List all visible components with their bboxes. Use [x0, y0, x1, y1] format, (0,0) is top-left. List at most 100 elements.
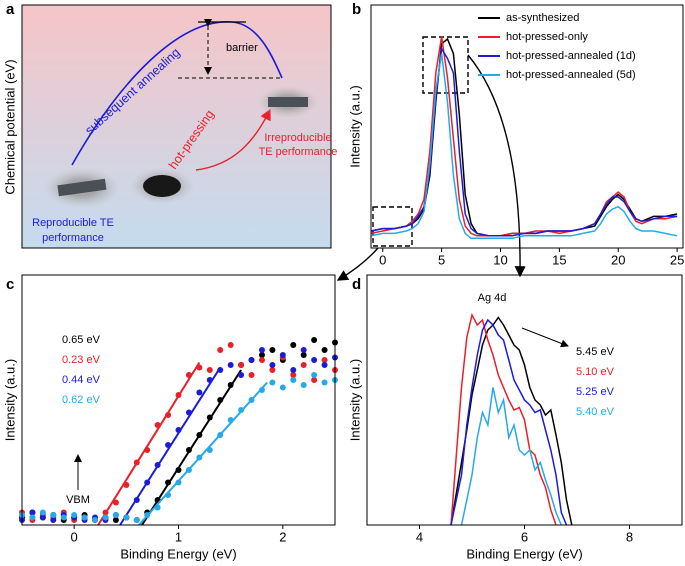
- point: [50, 512, 57, 518]
- x-tick-label: 0: [71, 529, 78, 544]
- powder-icon: [143, 175, 181, 197]
- legend-label: 0.62 eV: [62, 394, 101, 406]
- legend-label: as-synthesized: [506, 12, 579, 24]
- plot-frame: [366, 274, 683, 526]
- point: [290, 342, 297, 348]
- point: [39, 509, 46, 516]
- point: [300, 362, 307, 368]
- fit-line: [138, 381, 268, 526]
- legend-label: 5.25 eV: [576, 386, 615, 398]
- legend-label: hot-pressed-annealed (5d): [506, 69, 636, 81]
- energy-curve: [71, 21, 283, 166]
- point: [248, 357, 255, 363]
- zoom-box: [372, 206, 413, 247]
- point: [258, 357, 265, 363]
- point: [60, 514, 67, 521]
- series-line: [370, 53, 678, 240]
- pressed-icon: [268, 97, 308, 107]
- point: [196, 389, 203, 396]
- point: [123, 514, 130, 521]
- x-tick-label: 10: [493, 252, 507, 267]
- point: [227, 362, 234, 368]
- plot-frame: [370, 4, 684, 249]
- x-tick-label: 15: [552, 252, 566, 267]
- point: [29, 509, 36, 516]
- point: [29, 514, 36, 521]
- diagram-frame: [21, 4, 332, 249]
- point: [321, 357, 328, 363]
- point: [269, 379, 276, 386]
- point: [92, 517, 99, 523]
- point: [112, 499, 119, 506]
- point: [290, 367, 297, 373]
- irreproducible-label: Irreproducible: [264, 132, 331, 144]
- annotation: Ag 4d: [478, 292, 507, 304]
- y-axis-label: Intensity (a.u.): [347, 359, 362, 441]
- series-line: [460, 387, 562, 526]
- point: [258, 352, 265, 358]
- sample-icon: [57, 178, 107, 197]
- panel-label: a: [6, 1, 15, 18]
- y-axis-label: Intensity (a.u.): [347, 85, 362, 167]
- panel-label: b: [352, 1, 361, 18]
- fit-line: [119, 366, 222, 526]
- point: [112, 517, 119, 523]
- x-tick-label: 20: [611, 252, 625, 267]
- point: [133, 517, 140, 523]
- point: [248, 372, 255, 378]
- point: [311, 357, 318, 363]
- series-line: [450, 312, 557, 526]
- point: [206, 367, 213, 373]
- point: [321, 379, 328, 386]
- x-tick-label: 0: [379, 252, 386, 267]
- barrier-label: barrier: [226, 42, 258, 54]
- hot-pressing-arrow: [195, 108, 271, 171]
- x-axis-label: Binding Energy (eV): [120, 546, 236, 561]
- point: [300, 347, 307, 353]
- shift-arrow: [521, 327, 569, 348]
- point: [269, 347, 276, 353]
- x-tick-label: 4: [416, 529, 423, 544]
- legend-label: 0.23 eV: [62, 354, 101, 366]
- point: [112, 512, 119, 518]
- point: [321, 347, 328, 353]
- legend-label: 0.65 eV: [62, 334, 101, 346]
- legend-label: hot-pressed-annealed (1d): [506, 50, 636, 62]
- point: [269, 367, 276, 373]
- point: [311, 372, 318, 378]
- point: [71, 512, 78, 518]
- zoom-box: [422, 36, 469, 94]
- point: [290, 377, 297, 383]
- point: [279, 352, 286, 358]
- x-tick-label: 25: [670, 252, 684, 267]
- zoom-arrow: [336, 247, 379, 281]
- reproducible-label: Reproducible TE: [32, 217, 114, 229]
- fit-line: [97, 361, 201, 526]
- point: [300, 382, 307, 388]
- point: [81, 514, 88, 521]
- point: [300, 352, 307, 358]
- series-line: [450, 316, 573, 526]
- point: [217, 347, 224, 353]
- plot-frame: [21, 274, 336, 526]
- series-line: [370, 36, 678, 237]
- annotation: VBM: [66, 494, 90, 506]
- fit-line: [141, 369, 242, 526]
- x-tick-label: 5: [438, 252, 445, 267]
- point: [50, 517, 57, 523]
- x-tick-label: 1: [175, 529, 182, 544]
- x-tick-label: 2: [279, 529, 286, 544]
- irreproducible-label: TE performance: [259, 146, 338, 158]
- legend-label: 0.44 eV: [62, 374, 101, 386]
- point: [321, 362, 328, 368]
- legend-label: 5.45 eV: [576, 346, 615, 358]
- point: [238, 372, 245, 378]
- x-tick-label: 6: [521, 529, 528, 544]
- point: [269, 362, 276, 368]
- legend-label: 5.10 eV: [576, 366, 615, 378]
- zoom-arrow: [467, 54, 526, 278]
- x-tick-label: 8: [626, 529, 633, 544]
- series-line: [450, 318, 568, 526]
- point: [290, 372, 297, 378]
